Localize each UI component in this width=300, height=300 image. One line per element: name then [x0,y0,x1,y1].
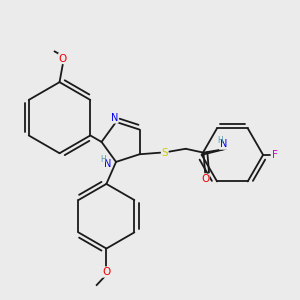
Text: F: F [272,150,278,160]
Text: N: N [220,139,227,149]
Text: O: O [201,174,209,184]
Text: O: O [58,54,67,64]
Text: S: S [161,148,168,158]
Text: O: O [102,267,110,277]
Text: N: N [104,158,112,169]
Text: H: H [100,155,106,164]
Text: N: N [111,113,118,123]
Text: H: H [218,136,223,145]
